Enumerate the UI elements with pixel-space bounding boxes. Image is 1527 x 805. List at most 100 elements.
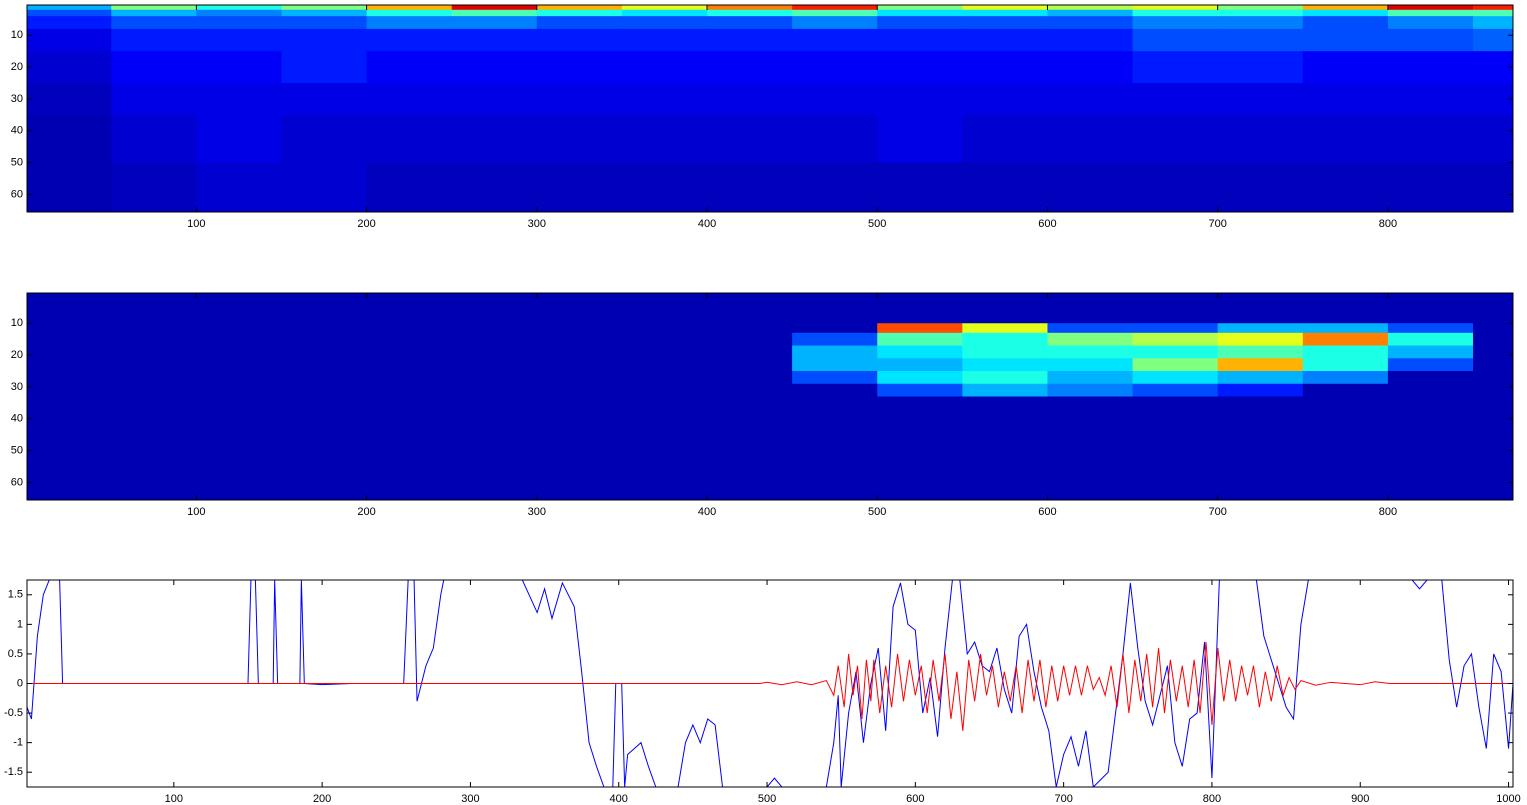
y-tick-label: 0 [17,677,23,689]
heat-cell [1047,51,1134,84]
y-tick-label: 60 [11,188,23,200]
heat-cell [196,323,282,334]
heat-cell [1302,358,1389,372]
heat-cell [962,28,1048,52]
heat-cell [792,371,878,385]
heat-cell [1047,323,1134,334]
heat-cell [707,162,793,212]
heat-cell [792,16,878,30]
heat-cell [1217,371,1304,385]
heat-cell [366,358,453,372]
heat-cell [1217,51,1304,84]
heat-cell [1472,323,1513,334]
heat-cell [1302,323,1389,334]
x-tick-label: 700 [1208,506,1226,518]
heat-cell [536,9,623,17]
heat-cell [366,16,453,30]
heat-cell [707,358,793,372]
heat-cell [962,358,1048,372]
heat-cell [792,114,878,164]
heat-cell [1472,51,1513,84]
plot-area [27,5,1513,212]
heat-cell [1472,345,1513,359]
y-tick-label: 1.5 [8,589,23,601]
heat-cell [196,345,282,359]
heat-cell [1472,371,1513,385]
heat-cell [196,396,282,500]
heat-cell [1472,9,1513,17]
heat-cell [281,16,368,30]
heat-cell [962,371,1048,385]
heat-cell [1387,83,1474,116]
heat-cell [621,383,708,397]
y-tick-label: 10 [11,317,23,329]
heat-cell [451,162,538,212]
heat-cell [1387,358,1474,372]
heat-cell [281,51,368,84]
heat-cell [1047,5,1134,11]
heat-cell [792,83,878,116]
heat-cell [1132,332,1219,347]
heat-cell [111,323,197,334]
heat-cell [111,28,197,52]
heat-cell [1047,114,1134,164]
heat-cell [451,345,538,359]
heat-cell [707,383,793,397]
heat-cell [1217,28,1304,52]
heat-cell [707,323,793,334]
heat-cell [1472,28,1513,52]
heat-cell [1217,5,1304,11]
heat-cell [877,383,963,397]
heat-cell [451,293,538,324]
heat-cell [27,51,112,84]
heat-cell [196,28,282,52]
x-tick-label: 300 [461,793,479,805]
heat-cell [27,83,112,116]
heat-cell [1387,323,1474,334]
heat-cell [1217,383,1304,397]
heat-cell [621,323,708,334]
heat-cell [111,9,197,17]
heat-cell [1472,114,1513,164]
heat-cell [792,323,878,334]
heat-cell [366,323,453,334]
heat-cell [962,9,1048,17]
x-tick-label: 800 [1379,506,1397,518]
heat-cell [1217,16,1304,30]
x-tick-label: 800 [1203,793,1221,805]
heat-cell [111,383,197,397]
heat-cell [1387,51,1474,84]
heat-cell [536,396,623,500]
heat-cell [1302,114,1389,164]
heat-cell [877,5,963,11]
heat-cell [1387,9,1474,17]
heat-cell [1047,332,1134,347]
y-tick-label: 50 [11,157,23,169]
heat-cell [536,371,623,385]
heat-cell [366,383,453,397]
heat-cell [196,162,282,212]
heat-cell [877,396,963,500]
heat-cell [1472,293,1513,324]
y-tick-label: 50 [11,445,23,457]
heat-cell [707,16,793,30]
heat-cell [962,83,1048,116]
heat-cell [1047,345,1134,359]
heat-cell [536,51,623,84]
heat-cell [1302,5,1389,11]
heat-cell [1217,358,1304,372]
heat-cell [1132,162,1219,212]
x-tick-label: 600 [1038,218,1056,230]
heat-cell [1217,332,1304,347]
heat-cell [451,383,538,397]
heat-cell [1047,396,1134,500]
heat-cell [1302,345,1389,359]
heat-cell [621,28,708,52]
heat-cell [621,358,708,372]
heat-cell [621,83,708,116]
heat-cell [707,396,793,500]
y-tick-label: -1.5 [4,766,23,778]
x-tick-label: 400 [610,793,628,805]
heat-cell [111,16,197,30]
heat-cell [621,293,708,324]
